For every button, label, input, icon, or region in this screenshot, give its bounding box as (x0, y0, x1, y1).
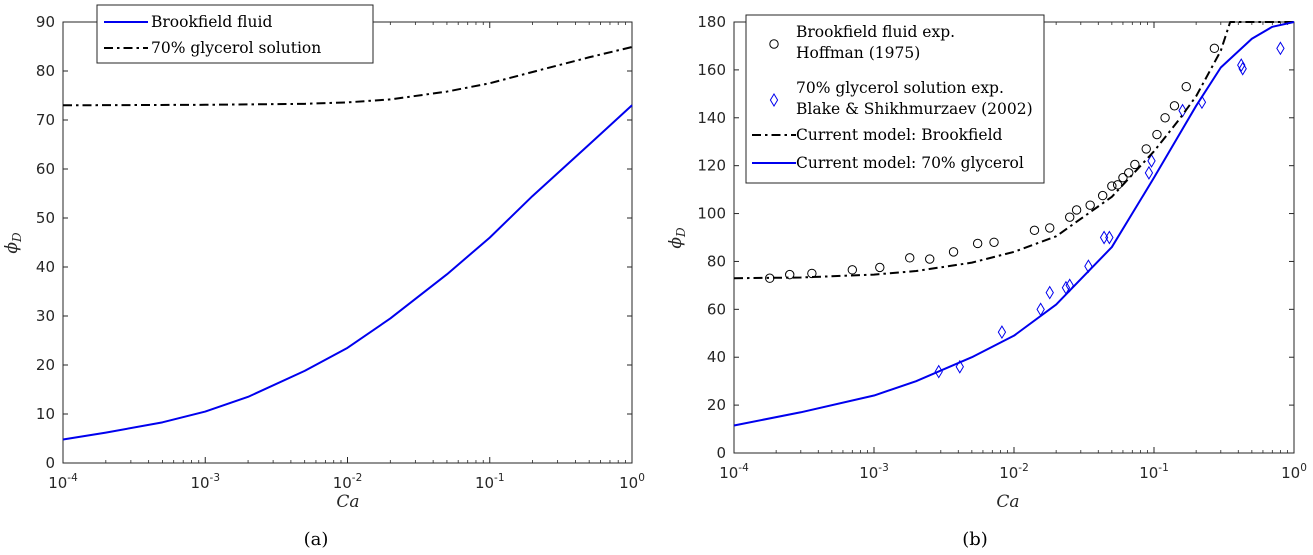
y-tick-label: 90 (36, 13, 55, 31)
data-point-circle (1112, 180, 1123, 190)
legend-label: Brookfield fluid exp. (796, 23, 955, 41)
data-point-circle (1118, 172, 1128, 183)
data-point-circle (1160, 113, 1170, 123)
y-tick-label: 120 (697, 157, 726, 175)
x-tick-label: 10-4 (48, 472, 78, 492)
y-tick-label: 160 (697, 61, 726, 79)
panel-caption: (b) (962, 529, 988, 550)
data-point-circle (1169, 101, 1180, 111)
x-tick-label: 10-1 (1139, 462, 1169, 482)
axes-frame (62, 21, 633, 464)
panel-caption: (a) (304, 529, 329, 550)
legend-box (96, 4, 374, 64)
y-tick-label: 60 (36, 160, 55, 178)
series-line-2 (733, 21, 1294, 280)
series-line-3 (733, 21, 1295, 427)
data-point-circle (1107, 181, 1117, 191)
legend-label: 70% glycerol solution exp. (796, 79, 1004, 97)
data-point-diamond (1238, 61, 1247, 76)
y-tick-label: 20 (707, 396, 726, 414)
y-tick-label: 40 (707, 348, 726, 366)
y-tick-label: 0 (716, 444, 726, 462)
legend-label: 70% glycerol solution (151, 39, 321, 57)
y-tick-label: 20 (36, 356, 55, 374)
legend-box (745, 14, 1045, 184)
data-point-circle (1209, 43, 1220, 54)
data-point-circle (1029, 225, 1040, 236)
y-tick-label: 100 (697, 205, 726, 223)
x-tick-label: 10-1 (475, 472, 505, 492)
y-tick-label: 80 (36, 62, 55, 80)
x-tick-label: 10-4 (719, 462, 749, 482)
data-point-circle (1141, 144, 1151, 154)
legend-label: Current model: Brookfield (796, 126, 1003, 144)
data-point-diamond (1144, 165, 1154, 180)
data-point-circle (1130, 159, 1140, 170)
data-point-circle (972, 238, 983, 249)
legend: Brookfield fluid 70% glycerol solution (96, 4, 374, 64)
x-axis-label: Ca (336, 492, 359, 512)
legend-marker-circle (769, 39, 779, 49)
data-point-circle (807, 268, 817, 279)
data-point-circle (1152, 129, 1162, 140)
data-point-diamond (1045, 285, 1054, 300)
data-point-circle (847, 265, 858, 275)
data-point-circle (1097, 190, 1108, 201)
legend: Brookfield fluid exp. Hoffman (1975) 70% g… (745, 14, 1045, 184)
data-point-circle (1085, 200, 1095, 210)
series-line-0 (62, 104, 633, 441)
legend-label: Blake & Shikhmurzaev (2002) (796, 100, 1033, 118)
data-point-diamond (1147, 153, 1156, 168)
chart-panel-a: 0 10 20 30 40 50 60 70 80 90 10-4 10-3 10-2 10-1 100 Ca… (2, 4, 645, 550)
data-point-diamond (1099, 230, 1109, 245)
data-point-circle (948, 247, 959, 257)
y-tick-label: 80 (707, 252, 726, 270)
y-tick-label: 60 (707, 300, 726, 318)
data-point-diamond (955, 359, 964, 374)
y-tick-label: 50 (36, 209, 55, 227)
y-tick-label: 0 (45, 454, 55, 472)
y-tick-label: 30 (36, 307, 55, 325)
data-point-diamond (997, 325, 1007, 340)
y-axis-label: ϕD (666, 227, 688, 249)
data-point-diamond (1178, 103, 1187, 118)
x-tick-label: 100 (1281, 462, 1307, 482)
x-tick-label: 10-3 (190, 472, 220, 492)
data-point-diamond (1237, 58, 1246, 73)
y-axis-label: ϕD (2, 232, 24, 254)
x-tick-label: 100 (619, 472, 645, 492)
x-axis-label: Ca (996, 492, 1019, 512)
x-tick-label: 10-2 (333, 472, 363, 492)
data-point-circle (1124, 168, 1134, 178)
legend-marker-diamond (769, 93, 779, 107)
legend-label: Hoffman (1975) (796, 44, 920, 62)
data-point-circle (905, 253, 915, 263)
data-point-circle (1045, 223, 1055, 233)
legend-label: Brookfield fluid (151, 13, 272, 31)
x-tick-label: 10-2 (999, 462, 1029, 482)
data-point-circle (1181, 81, 1191, 92)
data-point-circle (1065, 212, 1075, 222)
data-point-diamond (1105, 230, 1114, 245)
data-point-circle (875, 262, 885, 273)
y-tick-label: 140 (697, 109, 726, 127)
chart-panel-b: 0 20 40 60 80 100 120 140 160 180 10-4 10-3 10-2 10-1… (666, 13, 1307, 550)
y-tick-label: 40 (36, 258, 55, 276)
y-tick-label: 10 (36, 405, 55, 423)
series-line-1 (62, 46, 633, 107)
data-point-circle (989, 237, 999, 247)
data-point-circle (1071, 205, 1082, 215)
y-tick-label: 70 (36, 111, 55, 129)
data-point-circle (785, 269, 795, 280)
legend-label: Current model: 70% glycerol (796, 154, 1024, 172)
data-point-circle (925, 254, 935, 264)
data-point-diamond (1276, 41, 1285, 56)
x-tick-label: 10-3 (859, 462, 889, 482)
y-tick-label: 180 (697, 13, 726, 31)
